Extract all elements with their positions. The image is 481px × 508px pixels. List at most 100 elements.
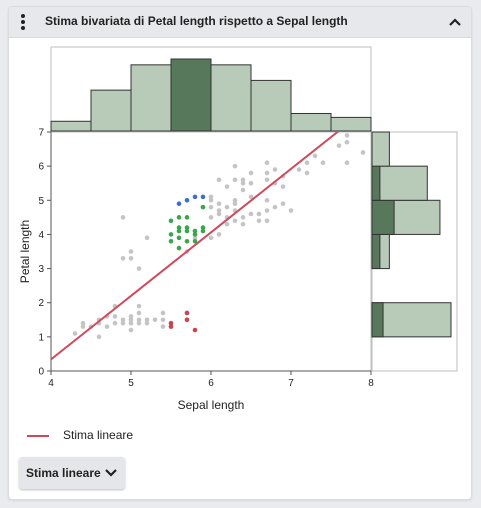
scatter-point bbox=[120, 256, 126, 261]
scatter-point bbox=[232, 177, 238, 183]
scatter-point bbox=[296, 167, 302, 172]
scatter-point bbox=[80, 324, 86, 329]
scatter-point bbox=[176, 215, 182, 220]
scatter-point bbox=[168, 324, 174, 329]
scatter-point bbox=[144, 317, 150, 323]
scatter-point bbox=[208, 235, 214, 241]
kebab-menu-icon[interactable] bbox=[15, 13, 31, 31]
y-axis-label: Petal length bbox=[18, 220, 32, 283]
scatter-point bbox=[336, 143, 342, 148]
scatter-point bbox=[200, 225, 206, 230]
scatter-point bbox=[232, 163, 238, 169]
fit-type-dropdown-button[interactable]: Stima lineare bbox=[19, 457, 125, 489]
scatter-point bbox=[192, 327, 198, 333]
right-histogram-bar-selected bbox=[371, 302, 384, 338]
scatter-point bbox=[344, 133, 350, 138]
card-title: Stima bivariata di Petal length rispetto… bbox=[45, 14, 348, 28]
top-histogram-bar bbox=[290, 112, 332, 132]
scatter-point bbox=[168, 320, 174, 326]
y-tick-label: 7 bbox=[38, 128, 44, 139]
scatter-point bbox=[128, 314, 134, 319]
scatter-point bbox=[200, 228, 206, 234]
x-tick-label: 8 bbox=[368, 378, 374, 389]
legend-label: Stima lineare bbox=[63, 428, 134, 442]
y-tick-label: 3 bbox=[38, 264, 44, 275]
scatter-point bbox=[248, 180, 254, 186]
scatter-point bbox=[184, 317, 190, 323]
scatter-point bbox=[160, 324, 166, 329]
scatter-point bbox=[216, 211, 222, 217]
scatter-point bbox=[248, 170, 254, 176]
scatter-point bbox=[192, 228, 198, 234]
scatter-point bbox=[208, 194, 214, 200]
scatter-point bbox=[208, 204, 214, 210]
scatter-point bbox=[184, 197, 190, 203]
scatter-point bbox=[256, 211, 262, 217]
scatter-point bbox=[144, 235, 150, 241]
x-tick-label: 7 bbox=[288, 378, 294, 389]
scatter-point bbox=[72, 331, 78, 336]
scatter-point bbox=[168, 232, 174, 237]
scatter-point bbox=[216, 232, 222, 237]
scatter-point bbox=[112, 320, 118, 326]
scatter-point bbox=[248, 211, 254, 217]
scatter-point bbox=[240, 177, 246, 183]
scatter-point bbox=[184, 215, 190, 220]
scatter-point bbox=[192, 194, 198, 200]
top-histogram-bar bbox=[170, 58, 212, 132]
scatter-point bbox=[304, 160, 310, 166]
scatter-point bbox=[160, 317, 166, 323]
scatter-point bbox=[192, 232, 198, 237]
scatter-point bbox=[216, 201, 222, 206]
bivariate-chart: 4 5 6 7 8 0 1 2 3 4 5 6 7 Sepal length Petal length bbox=[18, 46, 458, 412]
scatter-point bbox=[184, 310, 190, 316]
scatter-point bbox=[136, 310, 142, 316]
y-tick-label: 1 bbox=[38, 332, 44, 343]
top-histogram-bar bbox=[250, 79, 292, 132]
scatter-point bbox=[240, 180, 246, 186]
scatter-point bbox=[168, 218, 174, 224]
scatter-point bbox=[264, 218, 270, 224]
scatter-point bbox=[128, 249, 134, 254]
scatter-point bbox=[136, 317, 142, 323]
scatter-point bbox=[256, 218, 262, 224]
right-histogram-bar-selected bbox=[371, 199, 395, 235]
scatter-point bbox=[136, 266, 142, 271]
scatter-point bbox=[184, 238, 190, 244]
card-header: Stima bivariata di Petal length rispetto… bbox=[9, 7, 471, 38]
top-histogram-bar bbox=[330, 116, 372, 132]
y-tick-label: 5 bbox=[38, 196, 44, 207]
scatter-point bbox=[184, 228, 190, 234]
scatter-point bbox=[232, 218, 238, 224]
scatter-point bbox=[248, 194, 254, 200]
right-histogram-bar-selected bbox=[371, 165, 381, 201]
scatter-point bbox=[240, 187, 246, 193]
scatter-point bbox=[232, 197, 238, 203]
scatter-point bbox=[120, 317, 126, 323]
scatter-point bbox=[200, 194, 206, 200]
scatter-point bbox=[288, 208, 294, 213]
scatter-point bbox=[240, 221, 246, 227]
scatter-point bbox=[240, 215, 246, 220]
chevron-up-icon[interactable] bbox=[445, 12, 465, 32]
bivariate-card: Stima bivariata di Petal length rispetto… bbox=[8, 6, 472, 500]
scatter-point bbox=[128, 320, 134, 326]
scatter-point bbox=[176, 201, 182, 206]
scatter-point bbox=[128, 256, 134, 261]
linear-fit-line bbox=[51, 132, 340, 361]
scatter-point bbox=[264, 170, 270, 176]
scatter-point bbox=[112, 314, 118, 319]
scatter-point bbox=[272, 204, 278, 210]
scatter-point bbox=[176, 228, 182, 234]
scatter-point bbox=[104, 324, 110, 329]
scatter-point bbox=[264, 208, 270, 213]
right-histogram-bar bbox=[371, 302, 452, 338]
top-histogram-bar bbox=[210, 64, 252, 132]
x-axis-label: Sepal length bbox=[178, 398, 245, 412]
scatter-point bbox=[312, 153, 318, 159]
fit-type-label: Stima lineare bbox=[26, 466, 101, 480]
scatter-point bbox=[264, 177, 270, 183]
scatter-point bbox=[176, 245, 182, 251]
scatter-point bbox=[360, 150, 366, 155]
scatter-point bbox=[192, 238, 198, 244]
